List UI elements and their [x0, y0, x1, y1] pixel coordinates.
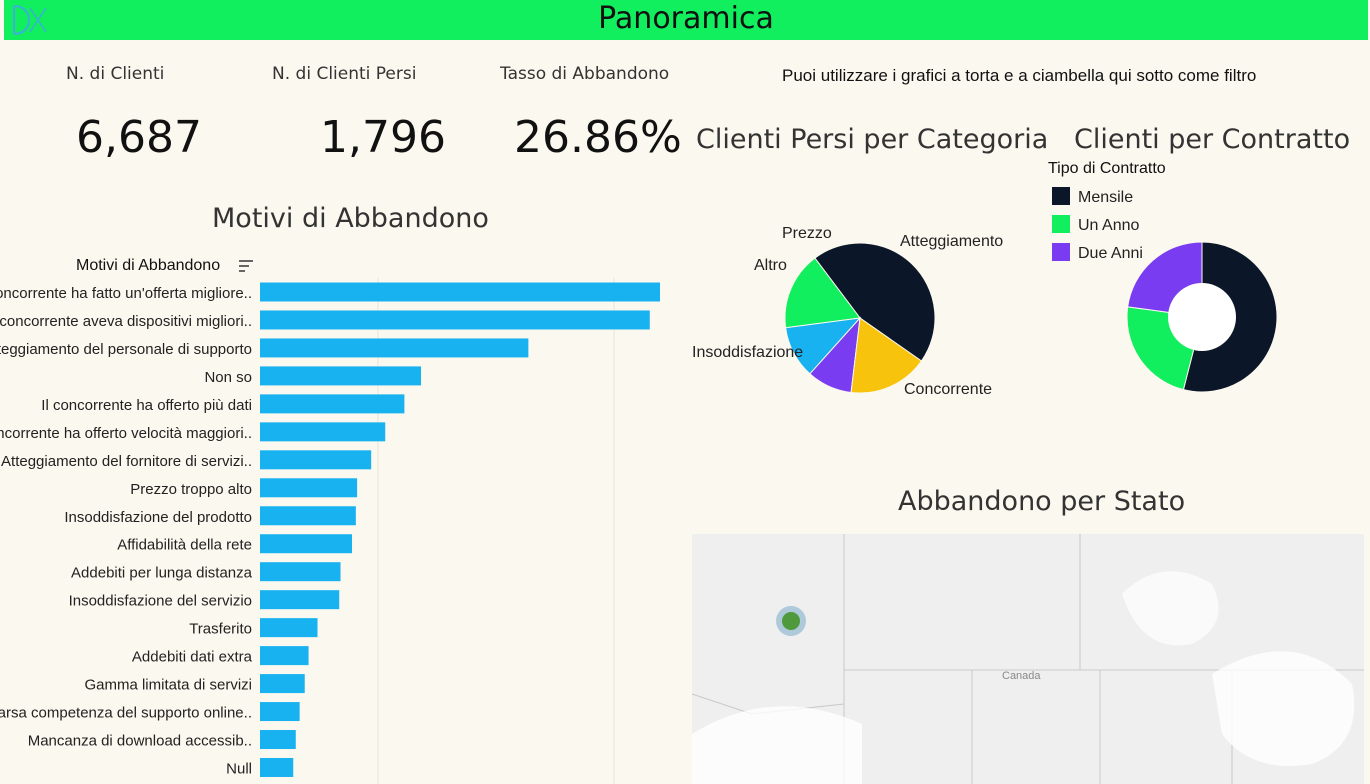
- bar[interactable]: [260, 506, 356, 526]
- bar[interactable]: [260, 702, 300, 722]
- pie-label-prezzo: Prezzo: [782, 225, 832, 242]
- bar-axis-title: Motivi di Abbandono: [76, 257, 221, 274]
- bar-category-label: Atteggiamento del fornitore di servizi..: [1, 453, 252, 470]
- pie-label-atteggiamento: Atteggiamento: [900, 233, 1004, 250]
- churn-reasons-bar-chart: Il concorrente ha fatto un'offerta migli…: [0, 278, 660, 784]
- pie-label-altro: Altro: [754, 257, 787, 274]
- header-bar: Panoramica: [4, 0, 1368, 40]
- bar-category-label: Addebiti dati extra: [132, 649, 253, 666]
- bar[interactable]: [260, 674, 305, 694]
- state-map[interactable]: Canada: [692, 534, 1364, 784]
- kpi-value-customers: 6,687: [76, 112, 202, 163]
- pie-chart-title: Clienti Persi per Categoria: [696, 124, 1049, 155]
- bar-category-label: Il concorrente ha fatto un'offerta migli…: [0, 285, 252, 302]
- bar[interactable]: [260, 562, 341, 582]
- legend-item-mensile[interactable]: Mensile: [1052, 187, 1133, 207]
- kpi-value-churn-rate: 26.86%: [514, 112, 682, 163]
- bar-category-label: Scarsa competenza del supporto online..: [0, 705, 252, 722]
- bar[interactable]: [260, 422, 386, 442]
- bar[interactable]: [260, 450, 372, 470]
- dc-logo-icon: [13, 5, 47, 35]
- bar[interactable]: [260, 757, 294, 777]
- bar-chart-title: Motivi di Abbandono: [212, 203, 489, 234]
- bar[interactable]: [260, 310, 650, 330]
- bar-category-label: Non so: [204, 369, 252, 386]
- bar[interactable]: [260, 478, 358, 498]
- pie-label-concorrente: Concorrente: [904, 381, 993, 398]
- pie-label-insoddisfazione: Insoddisfazione: [692, 344, 804, 361]
- kpi-label-customers: N. di Clienti: [66, 64, 165, 84]
- filter-hint: Puoi utilizzare i grafici a torta e a ci…: [782, 66, 1257, 85]
- bar-category-label: Gamma limitata di servizi: [84, 677, 252, 694]
- bar-category-label: Prezzo troppo alto: [130, 481, 252, 498]
- bar[interactable]: [260, 646, 309, 666]
- sort-descending-icon[interactable]: [238, 258, 254, 274]
- bar-category-label: Trasferito: [189, 621, 252, 638]
- kpi-label-churn-rate: Tasso di Abbandono: [500, 64, 670, 84]
- donut-chart-title: Clienti per Contratto: [1074, 124, 1351, 155]
- bar[interactable]: [260, 590, 340, 610]
- map-title: Abbandono per Stato: [898, 486, 1186, 517]
- legend-item-un-anno[interactable]: Un Anno: [1052, 215, 1139, 235]
- bar[interactable]: [260, 338, 529, 358]
- bar[interactable]: [260, 394, 405, 414]
- map-boundaries: [692, 534, 1364, 784]
- map-country-label: Canada: [1002, 670, 1041, 682]
- bar-category-label: Atteggiamento del personale di supporto: [0, 341, 252, 358]
- donut-hole: [1168, 283, 1236, 351]
- kpi-value-lost-customers: 1,796: [320, 112, 446, 163]
- pie-slice[interactable]: [850, 317, 923, 394]
- legend-title: Tipo di Contratto: [1048, 160, 1166, 177]
- page-title: Panoramica: [598, 1, 774, 36]
- bar-category-label: Il concorrente ha offerto più dati: [41, 397, 252, 414]
- bar-category-label: Affidabilità della rete: [117, 537, 252, 554]
- bar-category-label: Null: [226, 760, 252, 777]
- bar[interactable]: [260, 730, 296, 750]
- pie-slice[interactable]: [784, 257, 861, 329]
- bar[interactable]: [260, 366, 422, 386]
- bar-category-label: Il concorrente aveva dispositivi miglior…: [0, 313, 252, 330]
- legend-swatch: [1052, 215, 1070, 233]
- legend-swatch: [1052, 187, 1070, 205]
- kpi-label-lost-customers: N. di Clienti Persi: [272, 64, 417, 84]
- bar-category-label: Insoddisfazione del servizio: [69, 593, 252, 610]
- bar[interactable]: [260, 534, 353, 554]
- bar-category-label: Il concorrente ha offerto velocità maggi…: [0, 425, 252, 442]
- bar-category-label: Insoddisfazione del prodotto: [64, 509, 252, 526]
- legend-item-due-anni[interactable]: Due Anni: [1052, 243, 1143, 263]
- lost-by-category-pie-chart[interactable]: [780, 238, 940, 398]
- map-state-marker[interactable]: [776, 606, 806, 636]
- bar-category-label: Addebiti per lunga distanza: [71, 565, 253, 582]
- legend-swatch: [1052, 243, 1070, 261]
- bar-category-label: Mancanza di download accessib..: [28, 733, 252, 750]
- contract-donut-chart[interactable]: [1122, 237, 1282, 397]
- bar[interactable]: [260, 282, 660, 302]
- pie-slice[interactable]: [814, 242, 936, 362]
- bar[interactable]: [260, 618, 318, 638]
